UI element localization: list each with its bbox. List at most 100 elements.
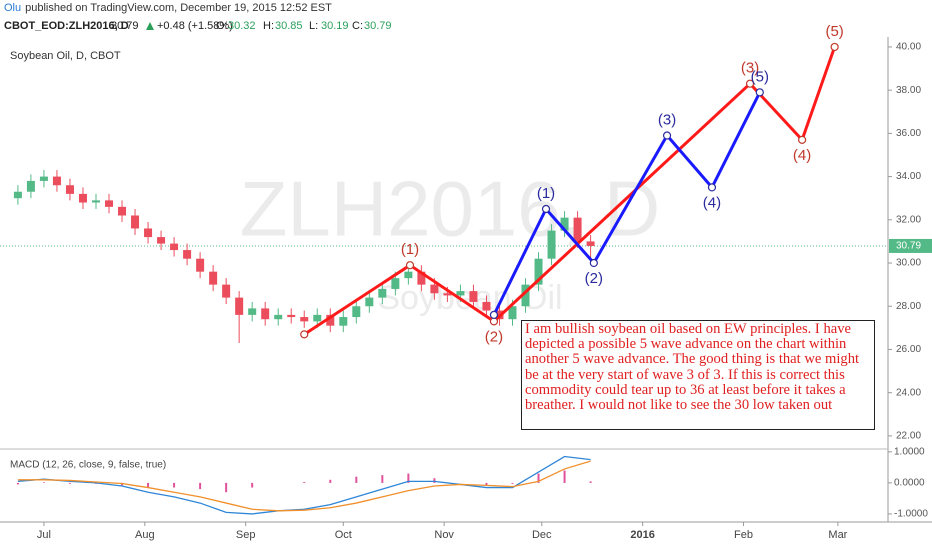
histogram-bar [42,482,45,483]
candle-body [196,258,205,272]
candle-body [105,200,114,207]
histogram-bar [68,482,71,484]
y-tick-label: 24.00 [896,387,921,398]
histogram-bar [433,478,436,483]
candle-body [209,271,218,285]
candle-body [521,284,530,307]
wave-label: (5) [825,23,843,40]
wave-point [755,88,764,97]
candle-body [547,230,556,259]
candle-body [352,306,361,318]
histogram-bar [589,481,592,483]
candle-body [586,241,595,246]
candle-body [144,228,153,238]
x-tick-label: Sep [236,529,256,541]
wave-point [830,42,839,52]
candle-body [508,306,517,320]
wave-label: (3) [658,112,676,129]
price: 30.79 [111,20,139,32]
wave-line [303,46,837,336]
macd-title: MACD (12, 26, close, 9, false, true) [10,460,166,471]
wave-label: (1) [537,185,555,202]
candle-body [235,297,244,315]
candle-body [91,200,100,203]
change: +0.48 (+1.58%) [157,20,233,32]
candle-body [183,250,192,259]
watermark: ZLH2016, D [240,165,661,253]
candle-body [534,258,543,285]
author[interactable]: Olu [4,2,21,14]
wave-label: (2) [485,328,503,345]
candle-body [26,180,35,192]
histogram-bar [147,482,150,488]
wave-label: (4) [703,194,721,211]
candle-body [170,243,179,251]
candle-body [417,271,426,285]
last-price-tag [889,238,932,253]
y-tick-label: 40.00 [896,42,921,53]
histogram-bar [381,475,384,483]
candle-body [157,237,166,244]
candle-body [131,215,140,229]
macd-line [17,455,591,515]
wave-point [707,183,717,192]
y-tick-label: 22.00 [896,431,921,442]
histogram-bar [173,482,176,488]
wave-point [300,330,309,339]
candle-body [261,308,270,320]
candle-body [78,193,87,203]
y-tick-label: 38.00 [896,85,921,96]
published: published on TradingView.com, December 1… [25,2,332,14]
histogram-bar [355,476,358,483]
candle-body [456,291,465,296]
ohlc-value: 30.19 [321,20,349,32]
wave-point [745,79,755,88]
candle-body [300,317,309,322]
histogram-bar [485,482,488,486]
histogram-bar [563,470,566,483]
x-tick-label: Mar [828,529,847,541]
candle-body [404,271,413,279]
histogram-bar [225,482,228,493]
candle-body [52,176,61,186]
histogram-bar [251,482,254,488]
wave-line [492,91,762,316]
ohlc-label: C: [352,20,363,32]
ohlc-value: 30.32 [228,20,256,32]
histogram-bar [303,481,306,483]
x-tick-label: Jul [37,529,51,541]
histogram-bar [407,473,410,483]
candle-body [313,314,322,322]
candle-body [573,217,582,242]
y-tick-label: -1.0000 [894,509,928,520]
candle-body [443,293,452,296]
candle-body [326,314,335,326]
candle-body [13,191,22,199]
y-tick-label: 1.0000 [894,447,925,458]
symbol: CBOT_EOD:ZLH2016, D [4,20,129,32]
candle-body [65,185,74,194]
ohlc-value: 30.79 [364,20,392,32]
wave-point [589,258,598,268]
wave-point [662,131,672,140]
histogram-bar [511,482,514,484]
wave-label: (2) [585,270,603,287]
histogram-bar [199,482,202,490]
y-tick-label: 32.00 [896,214,921,225]
candle-body [482,301,491,311]
y-tick-label: 0.0000 [894,478,925,489]
candle-body [287,314,296,318]
x-tick-label: Oct [335,529,352,541]
macd-line [17,460,591,512]
wave-label: (3) [741,60,759,77]
y-tick-label: 30.00 [896,258,921,269]
candle-body [118,206,127,216]
last-price-label: 30.79 [896,241,921,252]
wave-label: (5) [751,68,769,85]
y-tick-label: 26.00 [896,344,921,355]
wave-point [405,261,415,270]
candle-body [391,278,400,289]
up-arrow [146,22,154,30]
